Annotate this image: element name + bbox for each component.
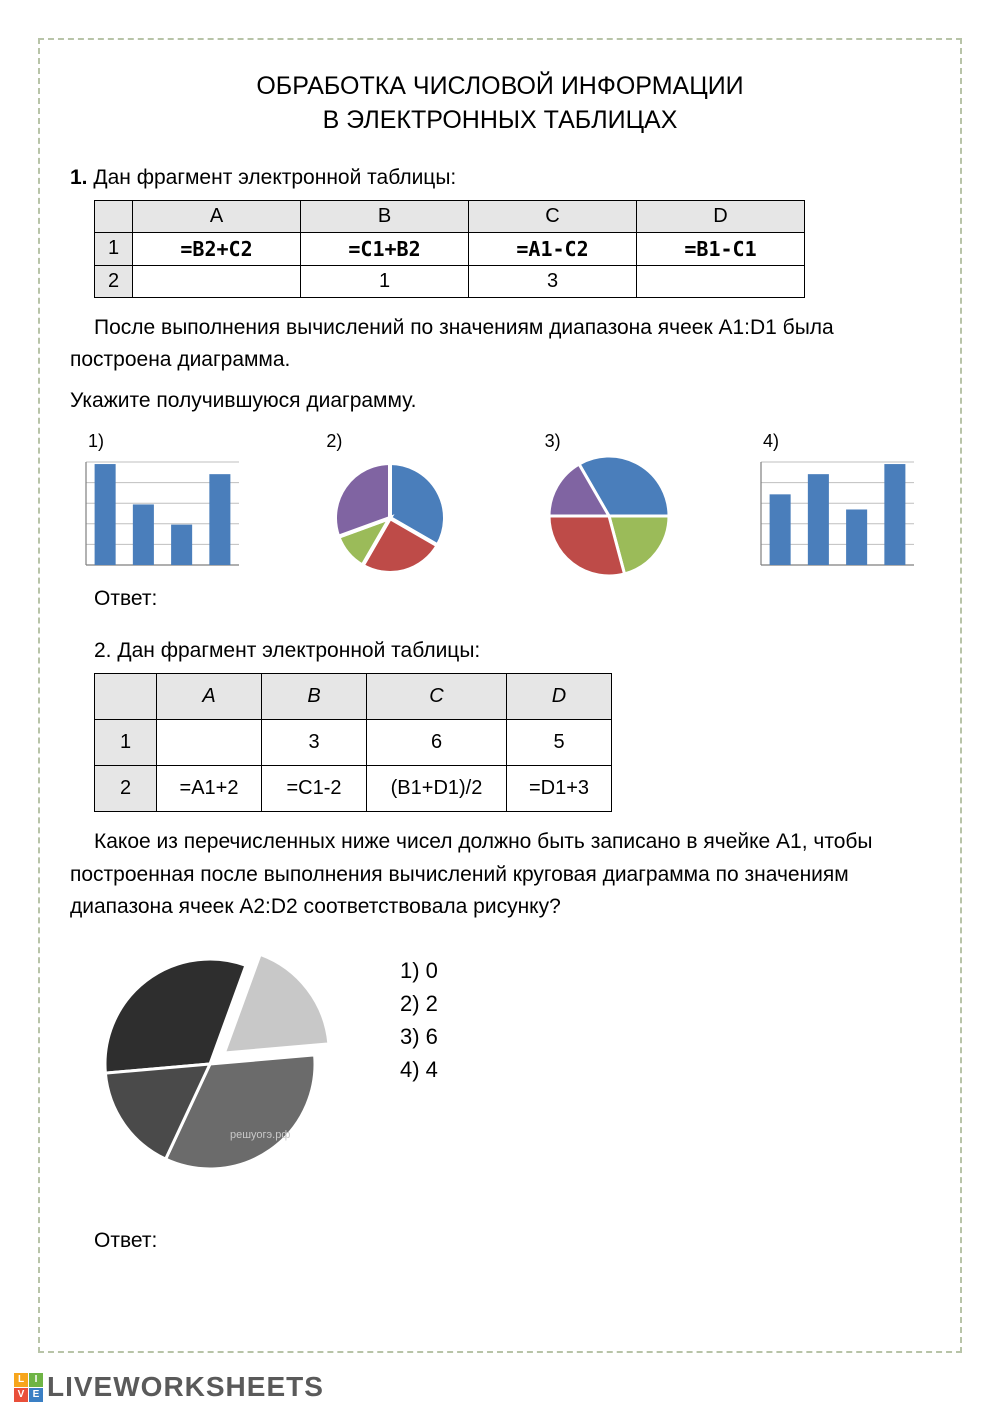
page-title: ОБРАБОТКА ЧИСЛОВОЙ ИНФОРМАЦИИ В ЭЛЕКТРОН… [70, 70, 930, 138]
q2-B2: =C1-2 [262, 766, 367, 812]
footer-logo-icon: L I V E [14, 1373, 43, 1402]
cell-B1: =C1+B2 [301, 232, 469, 265]
cell-A2 [133, 265, 301, 297]
q2-opt-3[interactable]: 3) 6 [400, 1020, 438, 1053]
logo-sq-1: L [14, 1373, 28, 1387]
q2-opt-4[interactable]: 4) 4 [400, 1053, 438, 1086]
row-1: 1 [95, 232, 133, 265]
q2-number: 2. [94, 639, 112, 662]
corner-cell [95, 200, 133, 232]
q2-A2: =A1+2 [157, 766, 262, 812]
footer-brand: LIVEWORKSHEETS [47, 1371, 324, 1403]
worksheet-frame: ОБРАБОТКА ЧИСЛОВОЙ ИНФОРМАЦИИ В ЭЛЕКТРОН… [38, 38, 962, 1353]
q2-D1: 5 [507, 720, 612, 766]
bar-chart-1 [80, 456, 245, 571]
q2-opt-1[interactable]: 1) 0 [400, 954, 438, 987]
q2-answer-options: 1) 0 2) 2 3) 6 4) 4 [400, 954, 438, 1086]
watermark: решуогэ.рф [230, 1129, 290, 1141]
col-D: D [637, 200, 805, 232]
q2-head-text: Дан фрагмент электронной таблицы: [117, 639, 480, 662]
chart-option-2[interactable]: 2) [318, 431, 463, 581]
q2-pie-container: решуогэ.рф [70, 944, 370, 1209]
q2-table: A B C D 1 3 6 5 2 =A1+2 =C1-2 (B1+D1)/2 … [94, 673, 612, 812]
logo-sq-4: E [29, 1388, 43, 1402]
chart-option-3[interactable]: 3) [537, 431, 682, 581]
opt1-label: 1) [88, 431, 104, 452]
q2-answer-label: Ответ: [94, 1229, 930, 1253]
q2-C2: (B1+D1)/2 [367, 766, 507, 812]
q1-para2: Укажите получившуюся диаграмму. [70, 385, 930, 418]
title-line2: В ЭЛЕКТРОННЫХ ТАБЛИЦАХ [323, 106, 678, 134]
cell-D2 [637, 265, 805, 297]
q2-D2: =D1+3 [507, 766, 612, 812]
bar-chart-4 [755, 456, 920, 571]
q1-heading: 1. Дан фрагмент электронной таблицы: [70, 166, 930, 190]
q2-B1: 3 [262, 720, 367, 766]
q2-pie-chart [70, 944, 370, 1204]
row-2: 2 [95, 265, 133, 297]
opt3-label: 3) [545, 431, 561, 452]
q1-answer-label: Ответ: [94, 587, 930, 611]
chart-option-1[interactable]: 1) [80, 431, 245, 571]
q2-row-2: 2 [95, 766, 157, 812]
q2-C1: 6 [367, 720, 507, 766]
q2-row-1: 1 [95, 720, 157, 766]
opt2-label: 2) [326, 431, 342, 452]
cell-B2: 1 [301, 265, 469, 297]
opt4-label: 4) [763, 431, 779, 452]
q1-charts-row: 1) 2) 3) 4) [70, 431, 930, 581]
q1-number: 1. [70, 166, 88, 189]
col-B: B [301, 200, 469, 232]
pie-chart-3 [537, 456, 682, 581]
q2-corner [95, 674, 157, 720]
q2-col-C: C [367, 674, 507, 720]
q1-head-text: Дан фрагмент электронной таблицы: [93, 166, 456, 189]
col-C: C [469, 200, 637, 232]
cell-A1: =B2+C2 [133, 232, 301, 265]
logo-sq-2: I [29, 1373, 43, 1387]
q2-heading: 2. Дан фрагмент электронной таблицы: [94, 639, 930, 663]
chart-option-4[interactable]: 4) [755, 431, 920, 571]
logo-sq-3: V [14, 1388, 28, 1402]
q1-para1: После выполнения вычислений по значениям… [70, 312, 930, 377]
title-line1: ОБРАБОТКА ЧИСЛОВОЙ ИНФОРМАЦИИ [256, 72, 743, 100]
pie-chart-2 [318, 456, 463, 581]
cell-C1: =A1-C2 [469, 232, 637, 265]
q2-para: Какое из перечисленных ниже чисел должно… [70, 826, 930, 924]
q2-opt-2[interactable]: 2) 2 [400, 987, 438, 1020]
q2-figure-row: решуогэ.рф 1) 0 2) 2 3) 6 4) 4 [70, 944, 930, 1209]
q2-col-D: D [507, 674, 612, 720]
q2-col-B: B [262, 674, 367, 720]
q1-table: A B C D 1 =B2+C2 =C1+B2 =A1-C2 =B1-C1 2 … [94, 200, 805, 298]
cell-C2: 3 [469, 265, 637, 297]
footer: L I V E LIVEWORKSHEETS [14, 1371, 324, 1403]
q2-col-A: A [157, 674, 262, 720]
q2-A1 [157, 720, 262, 766]
col-A: A [133, 200, 301, 232]
cell-D1: =B1-C1 [637, 232, 805, 265]
